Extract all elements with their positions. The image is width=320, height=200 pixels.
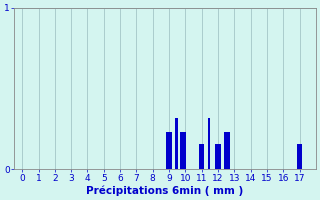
Bar [166,132,172,169]
Bar [208,118,211,169]
Bar [297,144,302,169]
X-axis label: Précipitations 6min ( mm ): Précipitations 6min ( mm ) [86,185,244,196]
Bar [180,132,186,169]
Bar [224,132,230,169]
Bar [215,144,221,169]
Bar [199,144,204,169]
Bar [175,118,178,169]
